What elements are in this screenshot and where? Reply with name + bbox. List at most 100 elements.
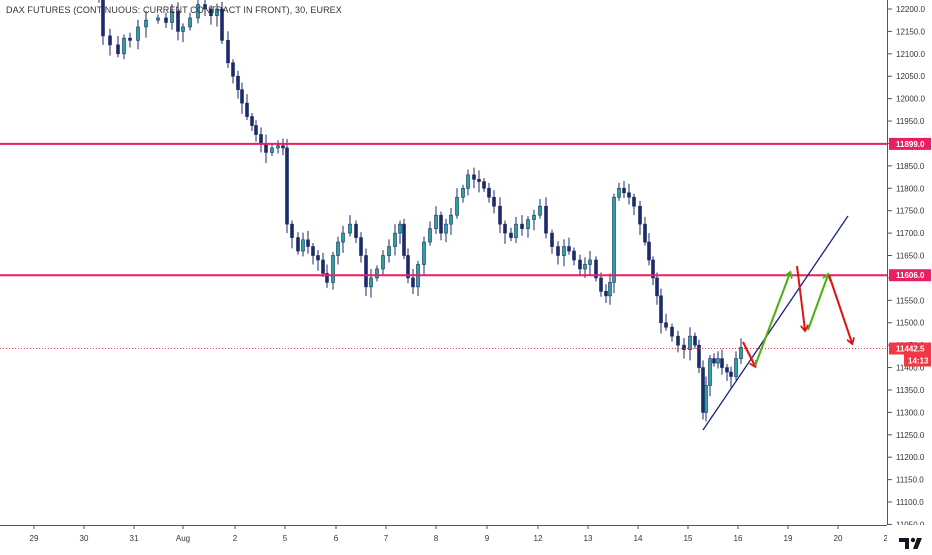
candle-body [285, 147, 289, 225]
time-tick-label: 8 [434, 534, 439, 543]
candle-body [562, 246, 566, 256]
candle-body [226, 40, 230, 64]
candle-body [444, 223, 448, 234]
candle-body [599, 277, 603, 292]
price-axis-svg: 12200.0 12150.0 12100.0 12050.0 12000.0 11950… [888, 5, 931, 525]
projection-arrow-down [828, 274, 852, 343]
time-tick-label: 20 [834, 534, 843, 543]
time-tick-label: 31 [130, 534, 139, 543]
candle-body [526, 219, 530, 229]
candle-body [647, 241, 651, 261]
price-tick-label: 11100.0 [896, 498, 924, 507]
candle-body [578, 259, 582, 270]
candle-body [664, 322, 668, 328]
candle-body [156, 17, 160, 21]
candle-body [670, 326, 674, 337]
candle-body [643, 223, 647, 243]
time-tick-label: 13 [584, 534, 593, 543]
time-axis[interactable]: 29 30 31 Aug 2 5 6 7 8 9 12 13 14 15 16 19 20 21 [0, 525, 887, 551]
candle-body [739, 347, 743, 359]
candle-body [638, 205, 642, 225]
candle-body [398, 223, 402, 234]
candle-body [572, 250, 576, 261]
price-tick-label: 11250.0 [896, 431, 925, 440]
time-tick-label: Aug [176, 534, 190, 543]
candle-body [301, 239, 305, 252]
candle-body [122, 37, 126, 55]
candle-body [461, 187, 465, 198]
candle-body [655, 277, 659, 297]
candle-body [520, 223, 524, 229]
candle-body [588, 259, 592, 265]
candle-body [316, 255, 320, 261]
candle-body [393, 232, 397, 247]
candle-body [209, 8, 213, 17]
candle-body [712, 358, 716, 364]
candle-body [514, 223, 518, 238]
price-tick-label: 11700.0 [896, 229, 925, 238]
candle-body [144, 19, 148, 28]
candle-body [659, 295, 663, 324]
price-tick-label: 11150.0 [896, 476, 924, 485]
price-tick-label: 11050.0 [896, 520, 925, 525]
candle-body [682, 344, 686, 350]
candle-body [725, 367, 729, 373]
candle-body [341, 232, 345, 243]
candle-body [296, 237, 300, 252]
price-tick-label: 11850.0 [896, 162, 925, 171]
price-plot[interactable] [0, 0, 887, 525]
candle-body [236, 75, 240, 90]
candle-body [612, 196, 616, 283]
candle-body [364, 255, 368, 288]
candle-body [176, 10, 180, 32]
candle-body [466, 174, 470, 189]
candle-body [116, 44, 120, 55]
price-tick-label: 12050.0 [896, 72, 925, 81]
price-badge-label: 11606.0 [896, 271, 925, 280]
candle-body [136, 26, 140, 41]
candle-body [688, 335, 692, 350]
time-tick-label: 12 [534, 534, 543, 543]
tradingview-logo-icon[interactable] [899, 536, 929, 550]
price-axis[interactable]: 12200.0 12150.0 12100.0 12050.0 12000.0 11950… [887, 0, 932, 525]
projection-arrow-up [807, 275, 828, 331]
candle-body [617, 187, 621, 198]
price-tick-label: 11350.0 [896, 386, 925, 395]
candle-body [701, 367, 705, 413]
candle-body [676, 335, 680, 346]
candle-body [321, 259, 325, 274]
time-tick-label: 19 [784, 534, 793, 543]
projection-arrow-down [742, 341, 755, 366]
price-tick-label: 11200.0 [896, 453, 925, 462]
candle-body [472, 174, 476, 180]
candle-body [434, 214, 438, 229]
candle-body [276, 145, 280, 149]
price-tick-label: 12200.0 [896, 5, 925, 14]
candle-body [290, 223, 294, 238]
time-tick-label: 7 [384, 534, 389, 543]
candle-body [477, 179, 481, 182]
candle-body [250, 116, 254, 126]
price-tick-label: 11500.0 [896, 319, 925, 328]
price-tick-label: 12000.0 [896, 95, 925, 104]
candle-body [101, 0, 105, 37]
candle-body [482, 181, 486, 189]
candle-body [181, 26, 185, 32]
candle-body [492, 196, 496, 207]
candle-body [567, 246, 571, 252]
price-badge [889, 269, 931, 282]
candle-body [369, 277, 373, 288]
candle-body [720, 358, 724, 368]
candle-body [550, 232, 554, 247]
candle-body [716, 358, 720, 364]
candle-body [375, 268, 379, 279]
candle-body [215, 8, 219, 17]
time-tick-label: 16 [734, 534, 743, 543]
candle-body [532, 214, 536, 220]
candle-body [455, 196, 459, 216]
candle-body [270, 147, 274, 153]
candle-body [538, 205, 542, 216]
price-badge [889, 342, 931, 355]
candle-body [583, 264, 587, 270]
